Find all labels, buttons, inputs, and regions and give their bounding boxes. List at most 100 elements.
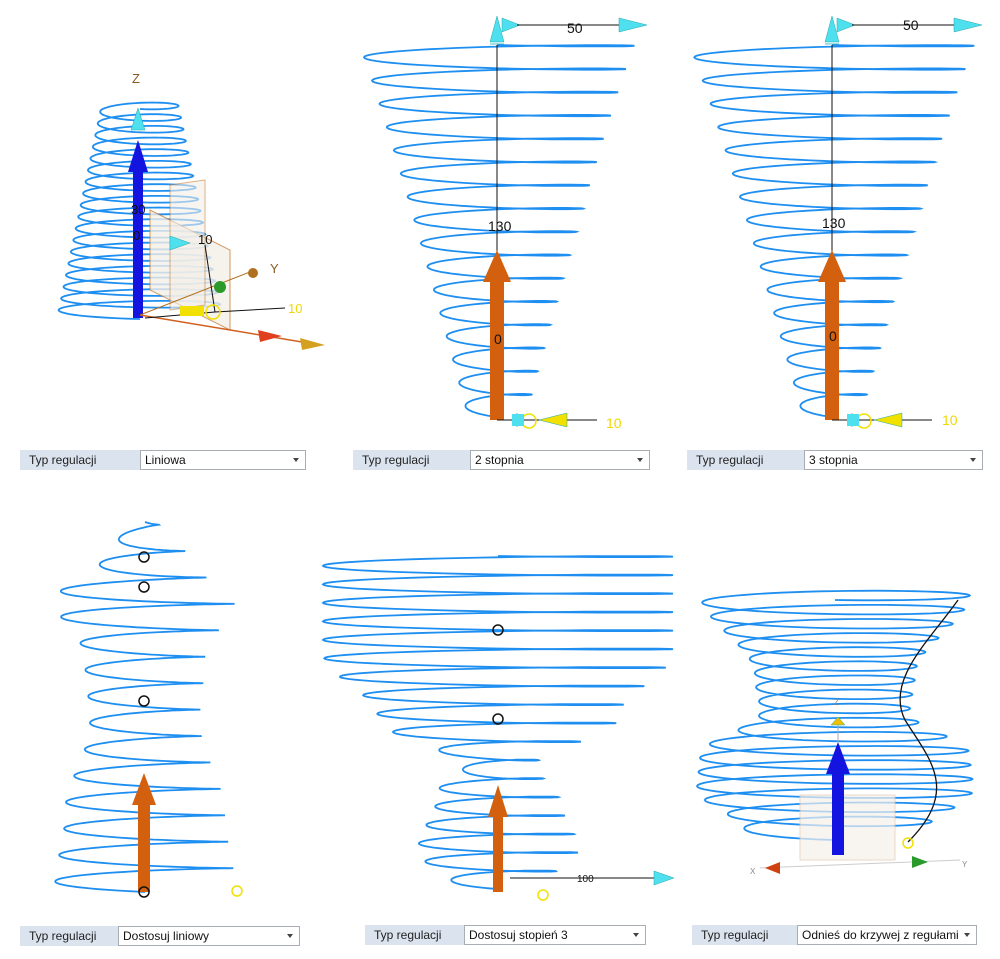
axis-arrow-head: [488, 785, 508, 817]
drag-handle: [836, 17, 856, 33]
adjustment-type-label: Typ regulacji: [20, 926, 118, 946]
dimension-label: 10: [198, 232, 212, 247]
top-dimension-label: 50: [567, 20, 583, 36]
control-point: [856, 413, 872, 429]
control-point: [138, 581, 150, 593]
control-point: [521, 413, 537, 429]
radius-label: 100: [577, 874, 594, 885]
drag-handle: [824, 15, 840, 43]
radius-label: 10: [942, 412, 958, 428]
adjustment-type-control: Typ regulacji Dostosuj stopień 3: [365, 925, 646, 945]
dropdown-value: 3 stopnia: [809, 453, 858, 467]
drag-handle: [489, 15, 505, 43]
dropdown-value: 2 stopnia: [475, 453, 524, 467]
drag-handle: [653, 870, 675, 886]
axis-arrow-shaft: [490, 278, 504, 420]
adjustment-type-dropdown[interactable]: 2 stopnia: [470, 450, 650, 470]
control-point: [231, 885, 243, 897]
adjustment-type-dropdown[interactable]: Liniowa: [140, 450, 306, 470]
chevron-down-icon: [293, 458, 299, 462]
dimension-line: [139, 269, 256, 316]
adjustment-type-label: Typ regulacji: [353, 450, 470, 470]
adjustment-type-label: Typ regulacji: [365, 925, 464, 945]
adjustment-type-control: Typ regulacji Odnieś do krzywej z reguła…: [692, 925, 977, 945]
drag-handle: [953, 17, 983, 33]
dimension-line: [214, 307, 286, 313]
control-point: [492, 713, 504, 725]
y-axis-handle: [248, 268, 258, 278]
axis-arrow-head: [826, 742, 850, 774]
axis-arrow-head: [132, 773, 156, 805]
axis-arrow-shaft: [832, 770, 844, 855]
adjustment-type-label: Typ regulacji: [687, 450, 804, 470]
dropdown-value: Liniowa: [145, 453, 186, 467]
drag-handle: [130, 107, 146, 131]
drag-handle: [618, 17, 648, 33]
dropdown-value: Dostosuj liniowy: [123, 929, 210, 943]
drag-handle: [501, 17, 521, 33]
chevron-down-icon: [964, 933, 970, 937]
drag-handle: [830, 716, 846, 726]
adjustment-type-label: Typ regulacji: [20, 450, 140, 470]
base-dimension-label: 0: [829, 328, 837, 344]
axis-arrow-head: [818, 250, 846, 282]
dimension-line: [759, 859, 961, 869]
bounding-box: [799, 794, 896, 861]
base-dimension-label: 0: [494, 331, 502, 347]
dropdown-value: Odnieś do krzywej z regułami: [802, 928, 959, 942]
adjustment-type-control: Typ regulacji 2 stopnia: [353, 450, 650, 470]
adjustment-type-control: Typ regulacji 3 stopnia: [687, 450, 983, 470]
rule-curve: [899, 599, 959, 843]
control-point: [537, 889, 549, 901]
chevron-down-icon: [637, 458, 643, 462]
axis-arrow-shaft: [138, 801, 150, 892]
adjustment-type-dropdown[interactable]: Odnieś do krzywej z regułami: [797, 925, 977, 945]
control-point: [138, 551, 150, 563]
control-point: [902, 837, 914, 849]
adjustment-type-dropdown[interactable]: Dostosuj stopień 3: [464, 925, 646, 945]
helix-curve: [54, 521, 235, 893]
axis-y-label: Y: [962, 860, 968, 869]
helix-curve: [695, 589, 974, 841]
y-axis-arrow: [912, 856, 928, 868]
drag-handle: [512, 414, 524, 426]
adjustment-type-dropdown[interactable]: Dostosuj liniowy: [118, 926, 300, 946]
dimension-line: [204, 244, 216, 313]
drag-handle: [873, 412, 903, 428]
mid-dimension-label: 130: [822, 215, 846, 231]
axis-y-label: Y: [270, 261, 279, 276]
x-axis-arrow: [765, 862, 780, 874]
control-point: [138, 886, 150, 898]
top-dimension-label: 50: [903, 17, 919, 33]
chevron-down-icon: [970, 458, 976, 462]
x-axis-arrow: [258, 330, 282, 342]
adjustment-type-dropdown[interactable]: 3 stopnia: [804, 450, 983, 470]
control-point: [492, 624, 504, 636]
x-axis-arrow: [300, 338, 325, 350]
dropdown-value: Dostosuj stopień 3: [469, 928, 568, 942]
radius-label: 10: [288, 301, 302, 316]
dimension-label: 30: [131, 202, 145, 217]
dimension-line: [139, 314, 321, 346]
radius-label: 10: [606, 415, 622, 431]
control-point: [138, 695, 150, 707]
adjustment-type-control: Typ regulacji Dostosuj liniowy: [20, 926, 300, 946]
y-axis-handle: [214, 281, 226, 293]
control-point: [205, 304, 221, 320]
chevron-down-icon: [633, 933, 639, 937]
drag-handle: [169, 235, 191, 251]
adjustment-type-control: Typ regulacji Liniowa: [20, 450, 306, 470]
axis-z-label: Z: [834, 698, 839, 707]
axis-arrow-head: [483, 250, 511, 282]
axis-arrow-head: [128, 140, 148, 172]
axis-arrow-shaft: [825, 278, 839, 420]
mid-dimension-label: 130: [488, 218, 512, 234]
axis-arrow-shaft: [493, 813, 503, 892]
drag-handle: [847, 414, 859, 426]
plane: [169, 179, 206, 311]
drag-handle: [180, 306, 204, 316]
dimension-label: 0: [133, 228, 140, 243]
axis-arrow-shaft: [133, 168, 143, 318]
axis-x-label: X: [750, 867, 756, 876]
